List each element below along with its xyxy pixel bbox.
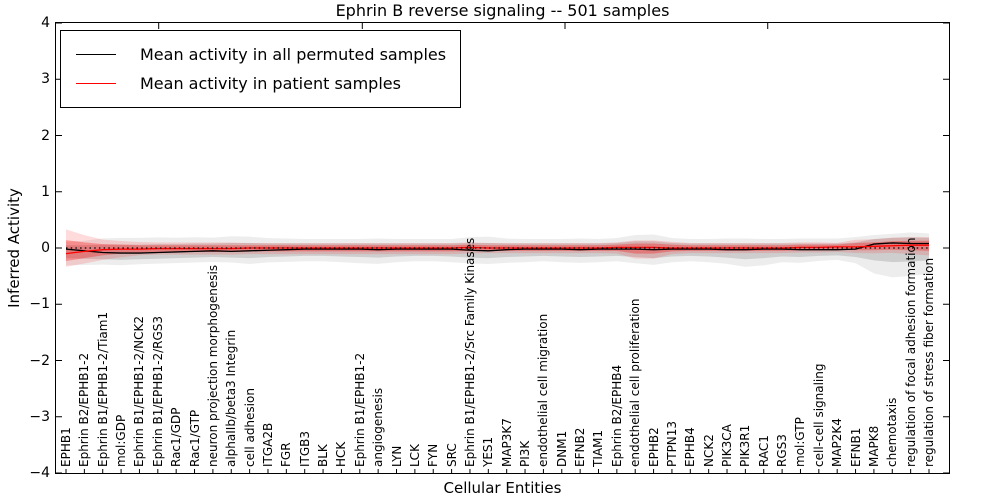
x-category-label: LYN (389, 445, 404, 467)
x-category-label: ITGA2B (260, 422, 275, 467)
x-category-label: chemotaxis (885, 397, 900, 467)
x-category-label: MAP2K4 (830, 418, 845, 467)
y-tick-label: 0 (41, 240, 50, 256)
x-category-label: NCK2 (701, 434, 716, 467)
x-category-label: RAC1 (756, 435, 771, 467)
y-tick-label: −3 (29, 408, 50, 425)
x-category-label: Ephrin B1/EPHB1-2/Tiam1 (95, 311, 110, 467)
x-category-label: ITGB3 (297, 430, 312, 467)
legend-label: Mean activity in patient samples (140, 74, 401, 93)
x-category-label: EPHB1 (59, 427, 73, 467)
x-category-label: FYN (426, 443, 441, 467)
x-category-label: PIK3R1 (738, 424, 753, 467)
x-category-label: Ephrin B1/EPHB1-2/Src Family Kinases (462, 237, 477, 467)
legend-line-patient (76, 83, 116, 84)
x-category-label: SRC (444, 443, 459, 467)
y-tick-label: 4 (41, 15, 50, 31)
y-tick-label: −1 (29, 296, 50, 313)
legend: Mean activity in all permuted samples Mea… (60, 30, 462, 108)
x-category-label: Ephrin B2/EPHB1-2 (77, 352, 92, 467)
x-category-label: MAP3K7 (499, 418, 514, 467)
x-category-label: Ephrin B1/EPHB1-2/NCK2 (132, 316, 147, 467)
x-category-label: endothelial cell proliferation (628, 298, 643, 467)
x-category-label: Rac1/GDP (169, 407, 184, 467)
x-category-label: Ephrin B1/EPHB1-2 (352, 352, 367, 467)
x-category-label: PI3K (518, 440, 533, 467)
legend-entry: Mean activity in all permuted samples (76, 40, 446, 69)
chart-canvas (56, 23, 949, 473)
x-category-label: EFNB2 (573, 427, 588, 467)
x-category-label: mol:GTP (793, 417, 808, 467)
x-category-label: MAPK8 (866, 425, 881, 467)
x-category-label: YES1 (481, 436, 496, 467)
y-tick-label: 3 (41, 71, 50, 88)
x-category-label: regulation of stress fiber formation (922, 257, 936, 467)
permuted-samples-spread-outer (66, 232, 929, 278)
x-category-label: HCK (334, 441, 349, 467)
x-category-label: BLK (316, 444, 331, 467)
x-category-label: Rac1/GTP (187, 409, 202, 467)
x-category-label: angiogenesis (371, 387, 386, 467)
x-category-label: FGR (279, 442, 294, 467)
x-category-label: cell-cell signaling (811, 363, 826, 468)
legend-line-permuted (76, 54, 116, 55)
x-axis-label: Cellular Entities (443, 479, 562, 497)
plot-area (55, 22, 950, 474)
x-category-label: EPHB2 (646, 427, 661, 467)
x-category-label: DNM1 (554, 430, 569, 467)
x-category-label: TIAM1 (591, 429, 606, 467)
x-category-label: neuron projection morphogenesis (205, 264, 220, 467)
x-category-label: PTPN13 (664, 420, 679, 467)
y-tick-label: −4 (29, 465, 50, 481)
permuted-mean-line (65, 242, 929, 254)
x-category-label: PIK3CA (720, 424, 735, 467)
y-tick-label: 1 (41, 183, 50, 200)
x-category-label: mol:GDP (114, 414, 129, 467)
x-category-label: EFNB1 (848, 427, 863, 467)
chart-title: Ephrin B reverse signaling -- 501 sample… (335, 1, 670, 20)
x-category-label: endothelial cell migration (536, 313, 551, 467)
x-category-label: Ephrin B2/EPHB4 (609, 364, 624, 467)
y-tick-label: 2 (41, 127, 50, 144)
legend-entry: Mean activity in patient samples (76, 69, 446, 98)
x-category-label: regulation of focal adhesion formation (903, 237, 918, 467)
x-category-label: RGS3 (775, 434, 790, 467)
x-category-label: LCK (407, 444, 422, 467)
x-category-label: EPHB4 (683, 427, 698, 467)
y-tick-label: −2 (29, 352, 50, 369)
x-category-label: alphaIIb/beta3 Integrin (224, 329, 239, 467)
x-category-label: Ephrin B1/EPHB1-2/RGS3 (150, 315, 165, 467)
x-category-label: cell adhesion (242, 388, 257, 467)
legend-label: Mean activity in all permuted samples (140, 45, 447, 64)
